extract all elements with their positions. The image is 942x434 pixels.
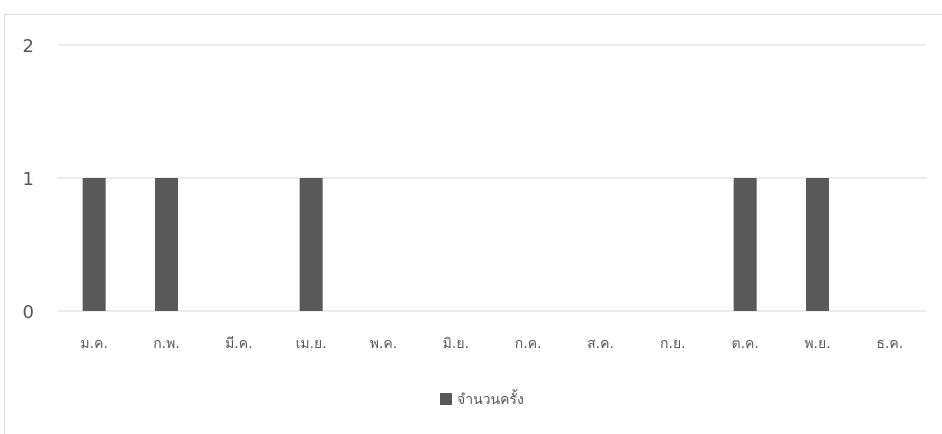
x-tick-label: ก.ย. bbox=[660, 336, 686, 352]
x-tick-label: ก.ค. bbox=[515, 336, 542, 352]
y-tick-label: 2 bbox=[23, 36, 34, 57]
x-axis-ticks: ม.ค. ก.พ. มี.ค. เม.ย. พ.ค. มิ.ย. ก.ค. ส.ค. ก.ย. ต… bbox=[80, 336, 903, 352]
x-tick-label: ธ.ค. bbox=[876, 336, 903, 352]
x-tick-label: มิ.ย. bbox=[443, 336, 469, 352]
x-tick-label: พ.ย. bbox=[804, 336, 830, 352]
legend-label: จำนวนครั้ง bbox=[457, 389, 524, 408]
bar-2 bbox=[155, 178, 178, 311]
y-tick-label: 0 bbox=[23, 302, 34, 323]
x-tick-label: ส.ค. bbox=[587, 336, 614, 352]
x-tick-label: ก.พ. bbox=[153, 336, 180, 352]
x-tick-label: เม.ย. bbox=[296, 336, 327, 352]
bar-4 bbox=[299, 178, 323, 311]
x-tick-label: ต.ค. bbox=[731, 336, 758, 352]
bar-11 bbox=[806, 178, 829, 311]
bar-1 bbox=[82, 178, 106, 311]
y-axis-ticks: 0 1 2 bbox=[23, 36, 34, 323]
legend: จำนวนครั้ง bbox=[440, 389, 524, 408]
gridlines bbox=[58, 44, 926, 312]
bars bbox=[82, 178, 829, 311]
x-tick-label: ม.ค. bbox=[80, 336, 108, 352]
chart-frame bbox=[4, 14, 942, 434]
x-tick-label: พ.ค. bbox=[370, 336, 398, 352]
x-tick-label: มี.ค. bbox=[225, 336, 253, 352]
bar-10 bbox=[733, 178, 757, 311]
legend-swatch bbox=[440, 393, 452, 405]
y-tick-label: 1 bbox=[23, 169, 34, 190]
